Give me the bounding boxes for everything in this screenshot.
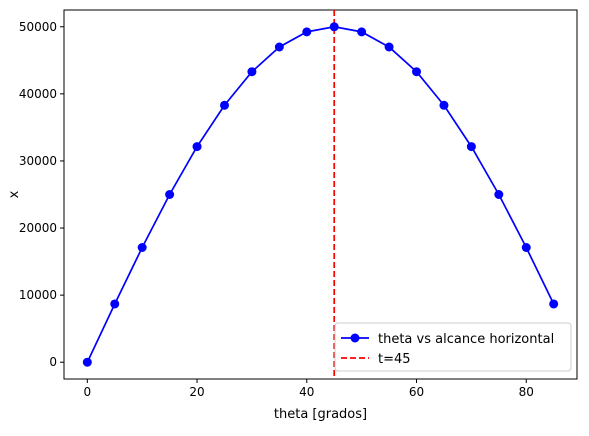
legend-series-label: theta vs alcance horizontal — [378, 332, 554, 347]
x-tick-label: 20 — [189, 385, 204, 399]
data-point — [466, 142, 476, 152]
x-axis-ticks: 0 20 40 60 80 — [83, 379, 534, 399]
y-tick-label: 40000 — [19, 87, 57, 101]
data-point — [494, 190, 504, 199]
y-tick-label: 20000 — [19, 221, 57, 235]
data-point — [247, 67, 257, 77]
series-line — [86, 25, 555, 363]
data-series — [82, 22, 559, 367]
x-tick-label: 0 — [83, 385, 91, 399]
legend-box — [334, 322, 572, 372]
legend: theta vs alcance horizontal t=45 — [334, 322, 572, 372]
x-tick-label: 40 — [299, 385, 314, 399]
y-tick-label: 0 — [49, 355, 57, 369]
plot-frame — [63, 9, 578, 380]
data-point — [219, 100, 229, 110]
y-axis-label: x — [7, 190, 22, 198]
data-point — [329, 22, 339, 32]
data-point — [412, 67, 422, 77]
data-point — [82, 357, 92, 367]
data-point — [302, 27, 312, 37]
data-point — [274, 42, 284, 52]
y-tick-label: 10000 — [19, 288, 57, 302]
y-axis-ticks: 0 10000 20000 30000 40000 50000 — [19, 20, 64, 369]
data-point — [384, 42, 394, 52]
x-axis-label: theta [grados] — [274, 407, 367, 422]
data-point — [110, 299, 120, 309]
x-tick-label: 80 — [519, 385, 534, 399]
x-tick-label: 60 — [409, 385, 424, 399]
y-tick-label: 30000 — [19, 154, 57, 168]
data-point — [357, 27, 367, 37]
legend-vline-label: t=45 — [378, 352, 411, 367]
y-tick-label: 50000 — [19, 20, 57, 34]
data-point — [549, 299, 559, 309]
data-point — [137, 242, 147, 252]
data-point — [439, 100, 449, 110]
data-point — [192, 142, 202, 152]
legend-series-marker — [350, 333, 360, 343]
data-point — [521, 242, 531, 252]
data-point — [165, 190, 175, 199]
